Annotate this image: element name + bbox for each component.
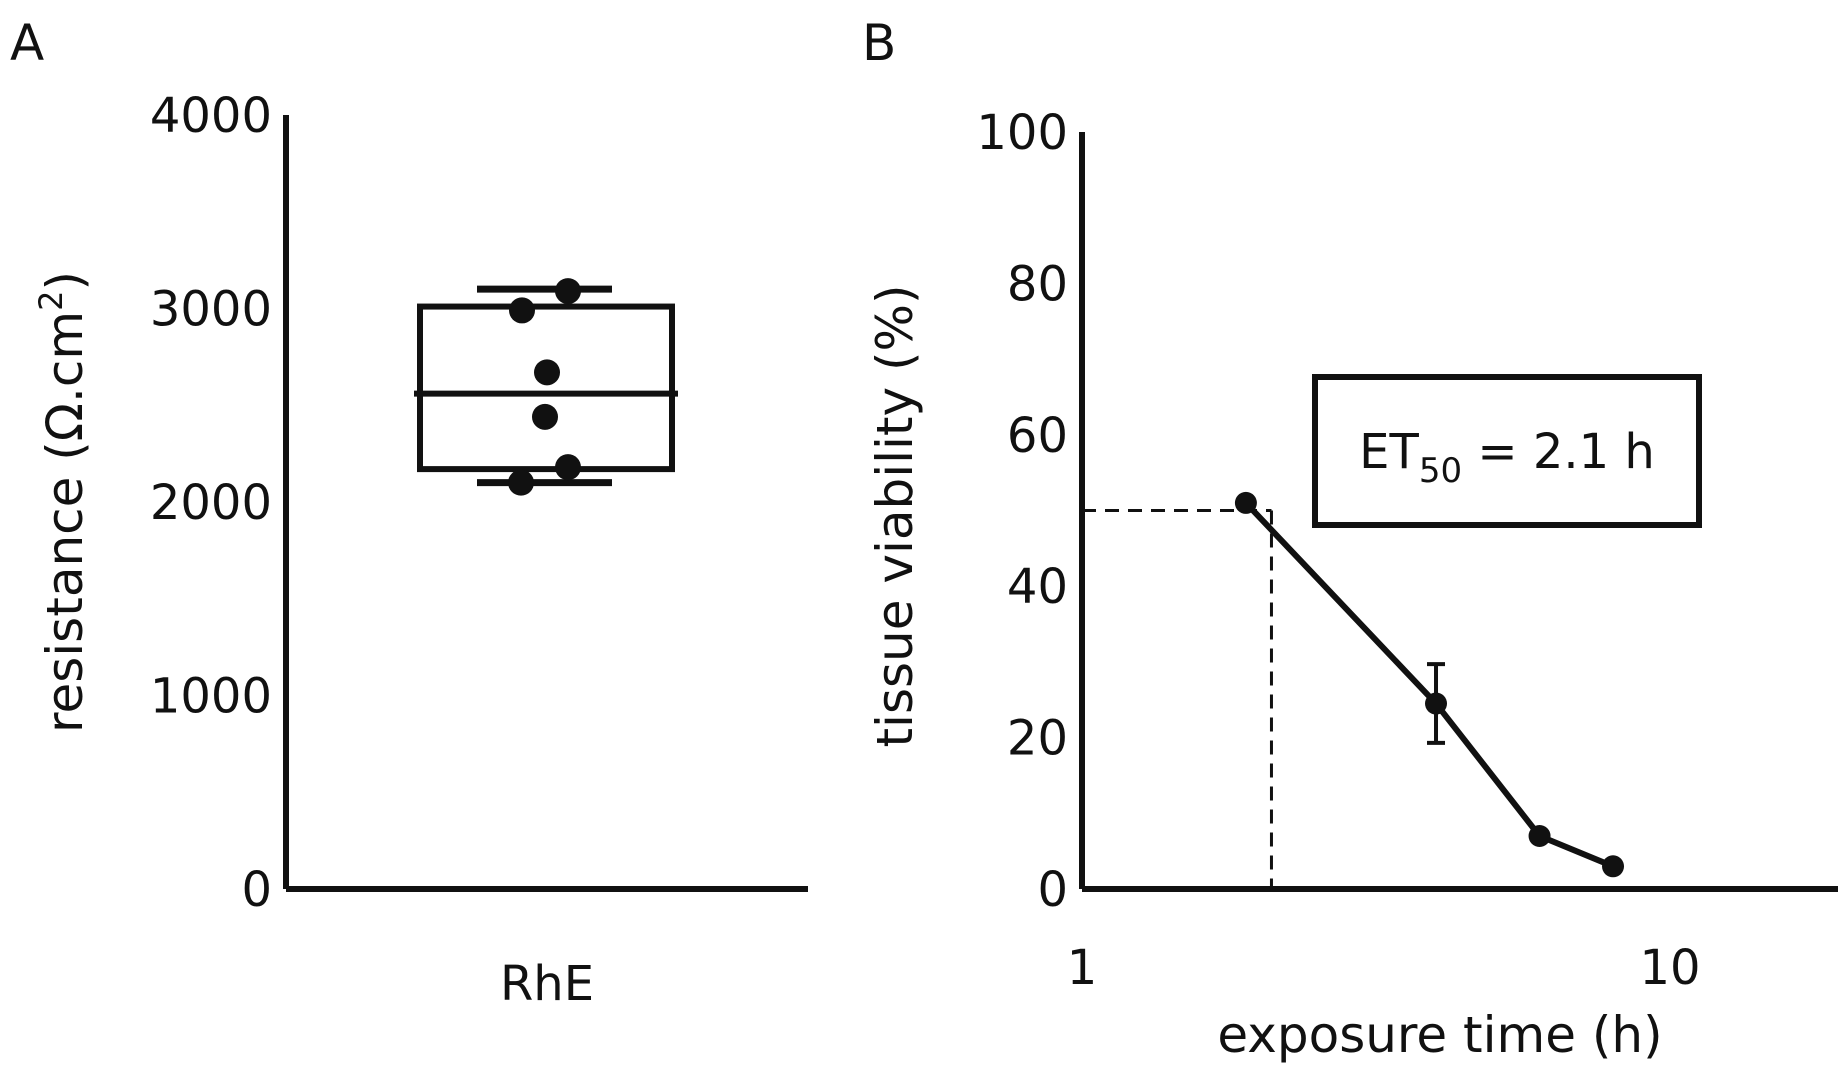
annotation-box: ET50 = 2.1 h [1312, 374, 1702, 528]
panel-b-x-ticks: 1 10 [1067, 940, 1701, 996]
data-point [1602, 855, 1625, 878]
annotation-frame [1312, 374, 1702, 528]
panel-b-x-tick-label: 1 [1067, 940, 1098, 996]
panel-a: A 0 1000 2000 3000 4000 resistance (Ω.cm2) R… [10, 14, 808, 1012]
panel-b-x-tick-label: 10 [1639, 940, 1700, 996]
annotation-rest: = 2.1 h [1462, 424, 1655, 480]
panel-b-x-label: exposure time (h) [1217, 1006, 1662, 1064]
panel-b-axes [1079, 132, 1838, 892]
panel-b-y-label: tissue viability (%) [866, 284, 924, 747]
annotation-subscript: 50 [1419, 451, 1462, 491]
panel-a-box-plot [414, 278, 678, 496]
annotation-main: ET [1359, 424, 1419, 480]
annotation-text: ET50 = 2.1 h [1359, 424, 1655, 491]
data-point [532, 403, 558, 430]
panel-a-y-label-close: ) [36, 271, 94, 291]
panel-a-y-tick-label: 4000 [150, 88, 272, 144]
panel-a-y-tick-label: 2000 [150, 475, 272, 531]
panel-b-y-ticks: 0 20 40 60 80 100 [976, 105, 1068, 918]
data-point [555, 278, 581, 305]
panel-a-y-tick-label: 1000 [150, 669, 272, 725]
panel-a-y-tick-label: 3000 [150, 282, 272, 338]
data-point [1425, 692, 1448, 715]
box [417, 303, 675, 473]
panel-a-letter: A [10, 14, 44, 72]
panel-b-y-tick-label: 100 [976, 105, 1068, 161]
panel-b-letter: B [862, 14, 896, 72]
data-point [1234, 491, 1257, 514]
series-line [1243, 500, 1615, 870]
panel-a-y-label-superscript: 2 [32, 291, 70, 311]
panel-b-y-tick-label: 60 [1007, 408, 1068, 464]
data-point [509, 297, 535, 324]
data-point [1528, 825, 1551, 848]
panel-a-y-label: resistance (Ω.cm2) [32, 271, 94, 733]
panel-a-category-label: RhE [500, 956, 594, 1012]
panel-a-y-tick-label: 0 [241, 862, 272, 918]
panel-b-y-tick-label: 80 [1007, 256, 1068, 312]
panel-b-y-tick-label: 40 [1007, 559, 1068, 615]
panel-a-axes [283, 115, 808, 892]
panel-b-plot [1082, 491, 1625, 889]
panel-a-y-ticks: 0 1000 2000 3000 4000 [150, 88, 272, 918]
panel-b-y-tick-label: 0 [1037, 862, 1068, 918]
panel-b-y-tick-label: 20 [1007, 711, 1068, 767]
data-point [555, 454, 581, 481]
data-point [534, 359, 560, 386]
data-point [508, 469, 534, 496]
